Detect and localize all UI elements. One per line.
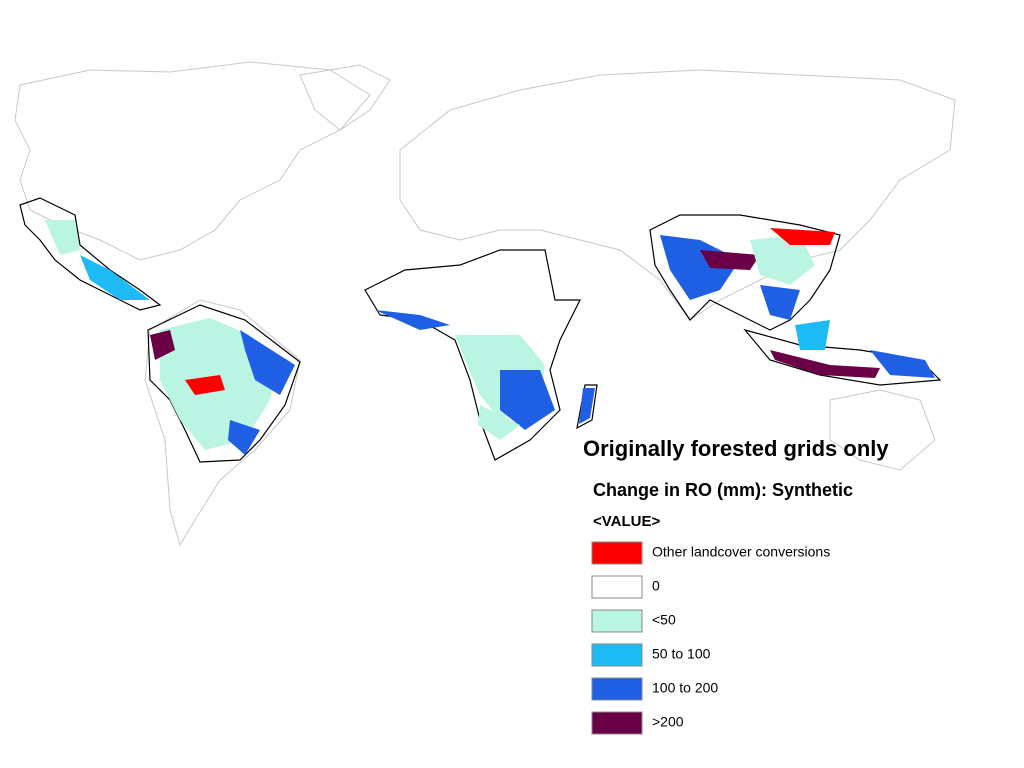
legend-label: 0 xyxy=(652,578,660,594)
legend: Other landcover conversions 0 <50 50 to 100… xyxy=(591,541,830,735)
legend-swatch xyxy=(591,677,643,701)
legend-swatch xyxy=(591,541,643,565)
region-fill xyxy=(150,330,175,360)
region-fill xyxy=(750,235,815,285)
region-outline xyxy=(576,384,598,430)
region-outline xyxy=(147,304,301,463)
region-fill xyxy=(579,388,595,424)
region-fill xyxy=(478,405,520,440)
region-fill xyxy=(770,350,880,378)
legend-label: 100 to 200 xyxy=(652,680,718,696)
region-fill xyxy=(375,310,450,330)
region-fill xyxy=(660,235,740,300)
legend-swatch xyxy=(591,575,643,599)
land-outline xyxy=(144,299,301,547)
legend-swatch xyxy=(591,643,643,667)
land-outline xyxy=(399,69,956,321)
region-fill xyxy=(870,350,935,378)
region-outline xyxy=(364,249,581,461)
region-fill xyxy=(770,228,835,245)
legend-field: <VALUE> xyxy=(593,513,660,530)
land-outline xyxy=(14,61,371,261)
legend-label: >200 xyxy=(652,714,684,730)
region-fill xyxy=(240,330,295,395)
region-outline xyxy=(19,197,162,311)
legend-swatch xyxy=(591,609,643,633)
basemap xyxy=(14,61,956,547)
legend-label: <50 xyxy=(652,612,676,628)
region-fill xyxy=(700,250,760,270)
region-fill xyxy=(45,220,80,255)
region-fill xyxy=(795,320,830,350)
region-fill xyxy=(228,420,260,455)
region-fill xyxy=(760,285,800,320)
land-outline xyxy=(829,389,936,471)
region-fill xyxy=(185,375,225,395)
map-title: Originally forested grids only xyxy=(583,436,889,461)
legend-title: Change in RO (mm): Synthetic xyxy=(593,480,853,500)
land-outline xyxy=(299,64,391,131)
region-fill xyxy=(80,255,150,300)
legend-swatch xyxy=(591,711,643,735)
forested-regions xyxy=(19,197,942,463)
region-fill xyxy=(500,370,555,430)
legend-label: Other landcover conversions xyxy=(652,544,830,560)
legend-label: 50 to 100 xyxy=(652,646,711,662)
